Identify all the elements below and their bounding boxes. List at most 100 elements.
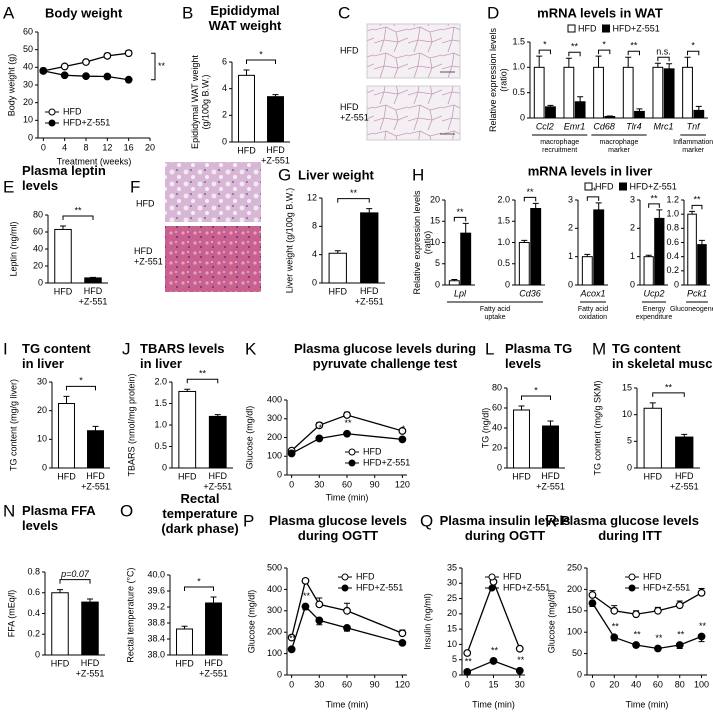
y-tick-label: 50 xyxy=(23,44,33,54)
y-tick-label: 40 xyxy=(33,243,43,253)
bar xyxy=(542,425,559,469)
x-axis-label: Time (min) xyxy=(326,699,369,709)
x-tick-label: 0 xyxy=(289,479,294,489)
x-tick-label: HFD xyxy=(57,471,76,481)
panel-letter: M xyxy=(592,339,606,358)
y-axis-label: Epididymal WAT weight(g/100g B.W.) xyxy=(190,55,210,149)
panel-letter: F xyxy=(130,177,140,196)
y-tick-label: 0 xyxy=(222,136,227,146)
x-tick-label: 0 xyxy=(590,679,595,689)
y-tick-label: 0 xyxy=(162,462,167,472)
x-tick-label: 60 xyxy=(342,679,352,689)
y-tick-label: 100 xyxy=(567,627,582,637)
y-tick-label: 15 xyxy=(622,382,632,392)
y-tick-label: 0 xyxy=(277,469,282,479)
legend-marker xyxy=(348,459,356,467)
significance-bracket xyxy=(337,198,370,203)
x-tick-label: HFD +Z-551 xyxy=(203,471,232,491)
bar xyxy=(81,601,99,656)
y-tick-label: 1.0 xyxy=(512,62,525,72)
y-tick-label: 0.5 xyxy=(154,441,167,451)
significance-bracket xyxy=(586,196,600,201)
marker xyxy=(398,629,407,638)
legend-swatch xyxy=(584,182,593,191)
x-axis-label: Time (min) xyxy=(626,699,669,709)
y-tick-label: 38.0 xyxy=(147,649,165,659)
bar xyxy=(663,68,675,119)
panel-letter: H xyxy=(412,165,424,184)
error-bar xyxy=(595,202,602,210)
y-axis-label: FFA (mEq/l) xyxy=(6,590,16,638)
significance-bracket xyxy=(538,49,551,55)
bar xyxy=(530,208,542,286)
legend-label: HFD xyxy=(578,23,597,33)
y-tick-label: 35 xyxy=(447,562,457,572)
x-tick-label: Mrc1 xyxy=(654,121,674,131)
marker xyxy=(301,576,310,585)
legend-label: HFD xyxy=(595,181,614,191)
micrograph-panel-f: F HFD HFD +Z-551 xyxy=(130,162,261,292)
y-tick-label: 4 xyxy=(222,83,227,93)
panel-letter: I xyxy=(3,339,8,358)
y-tick-label: 39.2 xyxy=(147,601,165,611)
legend-label: HFD+Z-551 xyxy=(630,181,677,191)
y-tick-label: 150 xyxy=(567,605,582,615)
y-axis-label: Leptin (ng/ml) xyxy=(8,221,18,276)
bar xyxy=(687,213,697,286)
y-axis-label: TG (ng/dl) xyxy=(480,408,490,449)
x-tick-label: Lpl xyxy=(454,288,467,298)
significance-bracket xyxy=(598,49,611,55)
x-tick-label: 8 xyxy=(83,142,88,152)
y-axis-label: Relative expression levels(ratio) xyxy=(488,27,508,132)
x-tick-label: HFD xyxy=(512,471,531,481)
y-tick-label: 38.4 xyxy=(147,633,165,643)
significance-bracket xyxy=(184,586,214,591)
bar xyxy=(693,109,705,119)
significance-label: * xyxy=(319,423,323,433)
legend-marker xyxy=(488,584,496,592)
y-tick-label: 0 xyxy=(505,279,510,289)
significance-label: * xyxy=(691,41,695,51)
significance-label: * xyxy=(402,424,406,434)
micrograph xyxy=(366,85,461,141)
y-tick-label: 10 xyxy=(447,639,457,649)
significance-label: * xyxy=(534,385,538,395)
y-tick-label: 200 xyxy=(267,432,282,442)
y-tick-label: 10 xyxy=(37,434,47,444)
y-tick-label: 1.5 xyxy=(154,398,167,408)
error-bar xyxy=(243,69,250,76)
y-tick-label: 80 xyxy=(492,382,502,392)
micrograph-panel-c: C HFD HFD +Z-551 xyxy=(338,3,461,141)
y-tick-label: 2 xyxy=(630,223,635,233)
error-bar xyxy=(272,94,279,97)
y-tick-label: 10 xyxy=(622,409,632,419)
y-axis-label: TG content (mg/g SKM) xyxy=(592,380,602,475)
x-tick-label: HFD +Z-551 xyxy=(81,471,110,491)
error-bar xyxy=(547,104,554,107)
x-tick-label: HFD +Z-551 xyxy=(76,658,105,678)
x-tick-label: HFD +Z-551 xyxy=(79,286,108,306)
y-tick-label: 0 xyxy=(452,669,457,679)
x-tick-label: HFD +Z-551 xyxy=(261,145,290,165)
x-tick-label: 15 xyxy=(488,679,498,689)
significance-bracket xyxy=(652,392,685,397)
error-bar xyxy=(536,55,543,68)
x-axis-label: Treatment (weeks) xyxy=(57,156,132,166)
y-tick-label: 1.2 xyxy=(666,194,679,204)
error-bar xyxy=(334,250,341,254)
y-tick-label: 2 xyxy=(568,223,573,233)
significance-bracket xyxy=(627,50,640,56)
significance-bracket xyxy=(648,203,660,208)
chart-title: Plasma glucose levels during pyruvate cha… xyxy=(294,341,476,371)
y-tick-label: 30 xyxy=(447,578,457,588)
significance-label: ** xyxy=(589,186,597,196)
legend-marker xyxy=(341,573,349,581)
bar xyxy=(328,252,347,284)
bar xyxy=(267,96,284,143)
group-label: Fatty acid oxidation xyxy=(578,306,608,321)
panel-letter: C xyxy=(338,3,350,22)
y-tick-label: 3 xyxy=(630,194,635,204)
chart-title: mRNA levels in liver xyxy=(528,163,653,178)
y-tick-label: 50 xyxy=(572,648,582,658)
bar xyxy=(58,403,75,469)
